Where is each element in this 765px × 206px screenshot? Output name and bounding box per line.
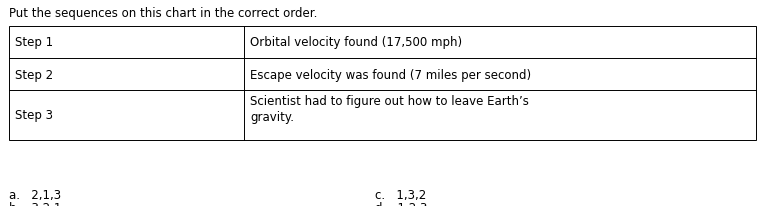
Bar <box>9 27 756 140</box>
Text: Step 2: Step 2 <box>15 68 54 81</box>
Text: Escape velocity was found (7 miles per second): Escape velocity was found (7 miles per s… <box>250 68 532 81</box>
Text: Step 3: Step 3 <box>15 109 54 122</box>
Text: Scientist had to figure out how to leave Earth’s
gravity.: Scientist had to figure out how to leave… <box>250 94 529 123</box>
Text: a.   2,1,3: a. 2,1,3 <box>9 188 61 201</box>
Text: d.   1,2,3: d. 1,2,3 <box>375 201 427 206</box>
Text: b.   3,2,1: b. 3,2,1 <box>9 201 61 206</box>
Text: c.   1,3,2: c. 1,3,2 <box>375 188 426 201</box>
Text: Put the sequences on this chart in the correct order.: Put the sequences on this chart in the c… <box>9 7 317 20</box>
Text: Orbital velocity found (17,500 mph): Orbital velocity found (17,500 mph) <box>250 36 463 49</box>
Text: Step 1: Step 1 <box>15 36 54 49</box>
